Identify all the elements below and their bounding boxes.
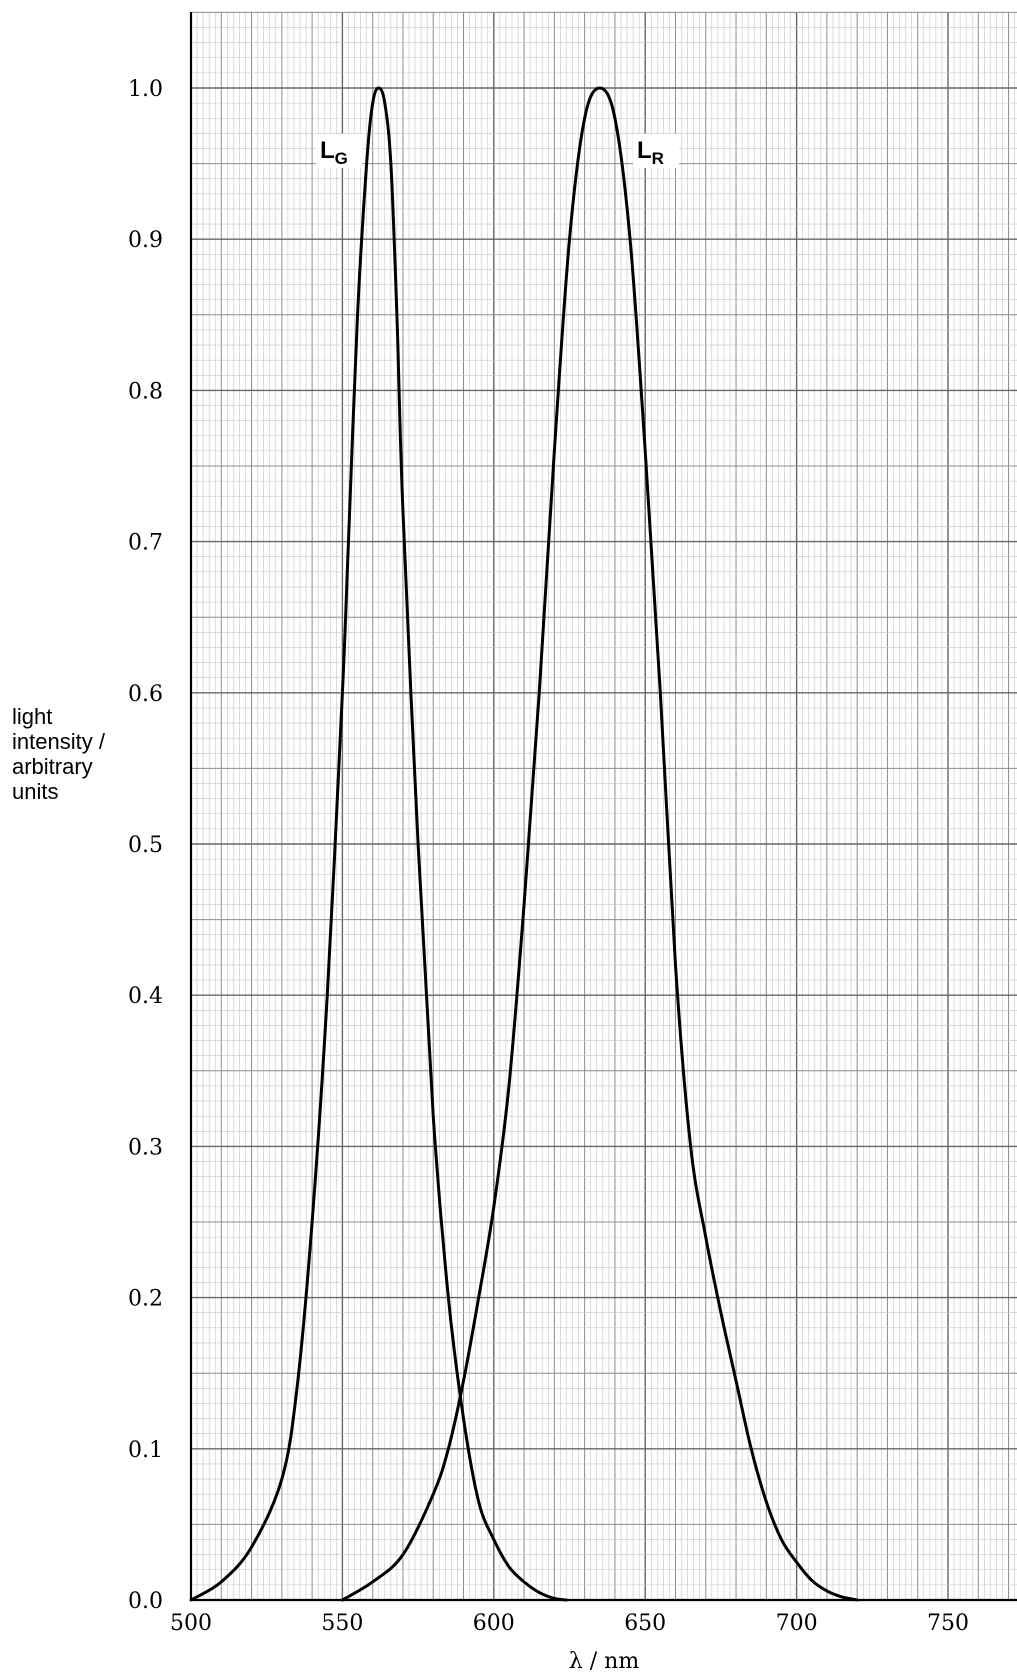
x-tick-label: 550 [321,1611,363,1636]
y-axis-label-line: intensity / [12,729,105,754]
y-axis-label-line: units [12,779,59,804]
series-line-lr [340,86,859,1602]
y-tick-label: 0.6 [128,682,163,707]
y-axis-label-line: light [12,704,53,729]
y-tick-label: 0.5 [128,833,163,858]
series-line-lg [189,86,568,1602]
y-axis-label-line: arbitrary [12,754,93,779]
x-tick-label: 700 [776,1611,818,1636]
y-tick-label: 0.2 [128,1287,163,1312]
series-label-bg [316,134,362,168]
series-lines [189,86,859,1602]
y-tick-label: 0.8 [128,379,163,404]
grid [189,11,1017,1602]
y-tick-label: 0.0 [128,1589,163,1614]
y-tick-label: 0.1 [128,1438,163,1463]
y-tick-label: 0.9 [128,228,163,253]
y-tick-label: 0.4 [128,984,163,1009]
x-tick-label: 650 [624,1611,666,1636]
series-label-lr: LR [637,137,664,168]
y-tick-label: 0.3 [128,1135,163,1160]
x-axis-label: λ / nm [569,1649,640,1674]
y-tick-label: 0.7 [128,531,163,556]
y-axis-label: light intensity / arbitrary units [12,704,162,804]
tick-labels: 500 550 600 650 700 750 0.0 0.1 0.2 0.3 0.4 0.5 0.6 0… [128,77,969,1636]
series-label-lg: LG [320,137,348,168]
series-label-bg [633,134,679,168]
x-tick-label: 500 [170,1611,212,1636]
series-labels: LG LR [316,134,679,168]
y-tick-label: 1.0 [128,77,163,102]
x-tick-label: 750 [927,1611,969,1636]
x-tick-label: 600 [473,1611,515,1636]
